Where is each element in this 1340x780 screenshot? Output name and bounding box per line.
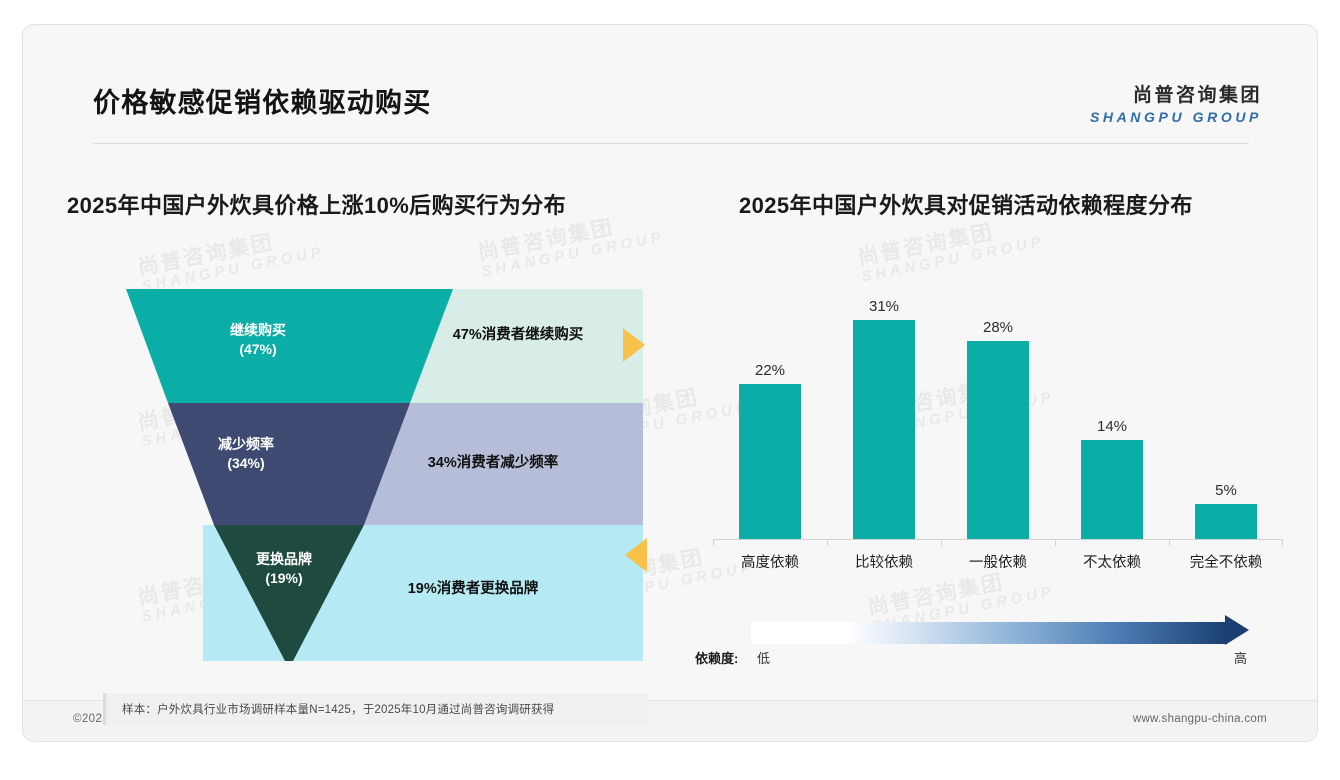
bar-rect[interactable]	[739, 384, 801, 539]
bar-rect[interactable]	[853, 320, 915, 539]
bar-category-label: 高度依赖	[741, 555, 799, 571]
bar-category-label: 比较依赖	[855, 555, 913, 571]
legend-high-label: 高	[1233, 651, 1247, 666]
watermark-tile: 尚普咨询集团 SHANGPU GROUP	[856, 213, 1046, 286]
bar-rect[interactable]	[1195, 504, 1257, 539]
funnel-chart: 继续购买 (47%) 减少频率 (34%) 更换品牌 (19%) 47%消费者继…	[103, 265, 643, 675]
footer-divider	[23, 700, 1317, 701]
right-chart-title: 2025年中国户外炊具对促销活动依赖程度分布	[739, 193, 1193, 218]
funnel-shapes	[126, 289, 643, 661]
brand-logo: 尚普咨询集团 SHANGPU GROUP	[1090, 80, 1262, 125]
axis-tick	[827, 539, 828, 546]
axis-tick	[941, 539, 942, 546]
bar-rect[interactable]	[1081, 440, 1143, 539]
axis-tick	[1055, 539, 1056, 546]
logo-chinese-text: 尚普咨询集团	[1132, 85, 1262, 106]
bar-column[interactable]	[713, 384, 827, 539]
watermark-cn: 尚普咨询集团	[855, 220, 996, 270]
arrow-left-icon	[625, 538, 647, 572]
legend-title: 依赖度:	[695, 651, 739, 666]
bar-chart: 22% 高度依赖 31% 比较依赖 28% 一般依赖 14% 不太依赖 5% 完…	[713, 280, 1283, 580]
page-title: 价格敏感促销依赖驱动购买	[93, 88, 432, 118]
bar-value-label: 28%	[982, 319, 1014, 336]
bar-category-label: 不太依赖	[1083, 555, 1141, 571]
header-divider	[93, 143, 1249, 144]
chart-baseline	[713, 539, 1283, 540]
left-chart-title: 2025年中国户外炊具价格上涨10%后购买行为分布	[67, 193, 566, 218]
gradient-bar	[751, 622, 1227, 644]
bar-value-label: 5%	[1215, 482, 1237, 499]
bar-category-label: 一般依赖	[969, 555, 1027, 571]
bar-column[interactable]	[1169, 504, 1283, 539]
legend-low-label: 低	[757, 651, 771, 666]
bar-value-label: 14%	[1096, 418, 1128, 435]
bar-value-label: 31%	[868, 298, 900, 315]
funnel-band-3	[214, 525, 364, 661]
axis-tick	[1169, 539, 1170, 546]
sample-note-text: 样本：户外炊具行业市场调研样本量N=1425，于2025年10月通过尚普咨询调研…	[122, 704, 555, 716]
arrow-right-icon	[623, 328, 645, 362]
bar-value-label: 22%	[754, 362, 786, 379]
footer-website[interactable]: www.shangpu-china.com	[1132, 713, 1267, 725]
slide-canvas: 尚普咨询集团 SHANGPU GROUP 尚普咨询集团 SHANGPU GROU…	[22, 24, 1318, 742]
axis-tick	[713, 539, 714, 546]
gradient-arrow-icon	[1225, 615, 1249, 645]
funnel-band-2	[168, 403, 410, 525]
slide-header: 价格敏感促销依赖驱动购买 尚普咨询集团 SHANGPU GROUP	[23, 25, 1317, 144]
dependency-gradient-legend: 依赖度: 低 高	[695, 615, 1275, 677]
bar-category-label: 完全不依赖	[1189, 555, 1263, 571]
bar-column[interactable]	[827, 320, 941, 539]
watermark-en: SHANGPU GROUP	[860, 233, 1047, 286]
bar-column[interactable]	[941, 341, 1055, 539]
funnel-band-1	[126, 289, 453, 403]
bar-column[interactable]	[1055, 440, 1169, 539]
logo-english-text: SHANGPU GROUP	[1089, 109, 1262, 125]
axis-tick	[1282, 539, 1283, 546]
sample-note-box: 样本：户外炊具行业市场调研样本量N=1425，于2025年10月通过尚普咨询调研…	[103, 693, 648, 725]
bar-rect[interactable]	[967, 341, 1029, 539]
